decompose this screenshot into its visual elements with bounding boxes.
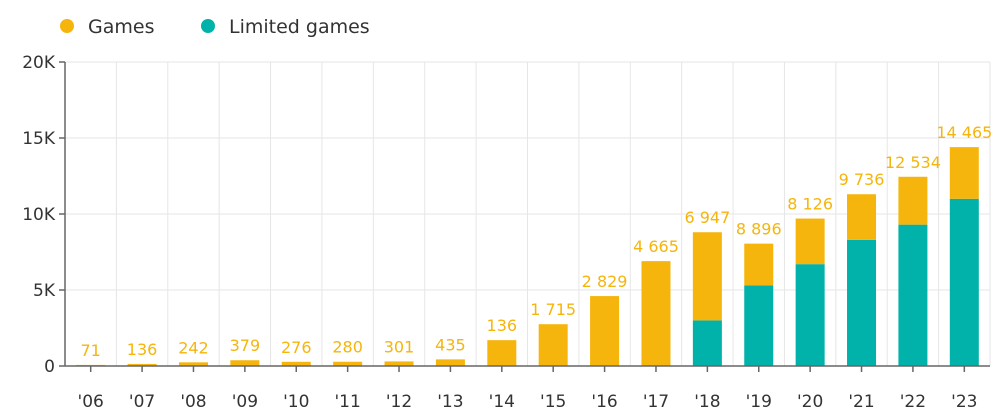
bar-limited-games-13 (744, 285, 774, 366)
x-tick-label-17: '23 (951, 392, 977, 412)
data-label-2: 242 (178, 338, 209, 357)
bar-games-12 (692, 232, 722, 321)
bar-limited-games-16 (898, 224, 928, 366)
bar-games-1 (127, 363, 157, 366)
data-label-5: 280 (332, 338, 363, 357)
data-label-13: 8 896 (736, 220, 782, 239)
bar-games-15 (847, 194, 877, 240)
x-tick-label-8: '14 (489, 392, 515, 412)
bar-games-17 (949, 147, 979, 199)
axes: 0 5K 10K 15K 20K '06 '07 '08 '09 '10 '11 '12 '13 '14 '… (22, 53, 990, 412)
gridlines (64, 61, 991, 366)
x-tick-label-0: '06 (78, 392, 104, 412)
bar-games-10 (590, 296, 620, 366)
data-label-9: 1 715 (530, 300, 576, 319)
legend: Games Limited games (60, 16, 370, 38)
data-label-17: 14 465 (936, 123, 992, 142)
y-tick-label-4: 20K (22, 53, 56, 73)
data-label-14: 8 126 (787, 195, 833, 214)
data-label-1: 136 (127, 340, 158, 359)
data-label-6: 301 (384, 337, 415, 356)
legend-label-limited-games: Limited games (229, 16, 370, 38)
bar-limited-games-17 (949, 198, 979, 366)
bar-games-7 (435, 359, 465, 366)
bar-limited-games-15 (847, 239, 877, 366)
bar-games-6 (384, 361, 414, 366)
x-tick-label-10: '16 (591, 392, 617, 412)
bar-games-5 (333, 361, 363, 366)
data-label-10: 2 829 (582, 272, 628, 291)
y-tick-label-0: 0 (44, 357, 55, 377)
bar-games-14 (795, 218, 825, 265)
legend-item-limited-games[interactable]: Limited games (201, 16, 370, 38)
bar-games-2 (178, 362, 208, 366)
x-tick-label-1: '07 (129, 392, 155, 412)
data-label-0: 71 (81, 341, 101, 360)
x-tick-label-9: '15 (540, 392, 566, 412)
x-tick-label-6: '12 (386, 392, 412, 412)
data-labels: 71 136 242 379 276 280 301 435 136 1 715 2 829 4 66… (81, 123, 993, 360)
bar-limited-games-14 (795, 264, 825, 366)
bar-games-16 (898, 176, 928, 225)
x-tick-label-11: '17 (643, 392, 669, 412)
data-label-11: 4 665 (633, 237, 679, 256)
bar-limited-games-12 (692, 320, 722, 366)
bars (76, 147, 979, 366)
x-tick-label-12: '18 (694, 392, 720, 412)
legend-marker-games (60, 19, 74, 33)
y-tick-label-3: 15K (22, 129, 56, 149)
x-tick-label-13: '19 (746, 392, 772, 412)
data-label-12: 6 947 (684, 208, 730, 227)
legend-marker-limited-games (201, 19, 215, 33)
x-tick-label-2: '08 (180, 392, 206, 412)
bar-games-13 (744, 243, 774, 286)
y-tick-label-2: 10K (22, 205, 56, 225)
bar-games-8 (487, 340, 517, 366)
x-tick-label-14: '20 (797, 392, 823, 412)
data-label-7: 435 (435, 335, 466, 354)
x-tick-label-16: '22 (900, 392, 926, 412)
bar-games-9 (538, 324, 568, 366)
legend-item-games[interactable]: Games (60, 16, 154, 38)
x-tick-label-3: '09 (232, 392, 258, 412)
bar-games-4 (281, 361, 311, 366)
bar-games-3 (230, 360, 260, 366)
y-tick-label-1: 5K (33, 281, 56, 301)
data-label-8: 136 (487, 316, 518, 335)
x-tick-label-4: '10 (283, 392, 309, 412)
x-tick-label-7: '13 (437, 392, 463, 412)
legend-label-games: Games (88, 16, 154, 38)
data-label-3: 379 (230, 336, 261, 355)
data-label-15: 9 736 (839, 170, 885, 189)
data-label-4: 276 (281, 338, 312, 357)
x-tick-label-5: '11 (334, 392, 360, 412)
x-tick-label-15: '21 (848, 392, 874, 412)
bar-games-11 (641, 261, 671, 366)
data-label-16: 12 534 (885, 153, 941, 172)
